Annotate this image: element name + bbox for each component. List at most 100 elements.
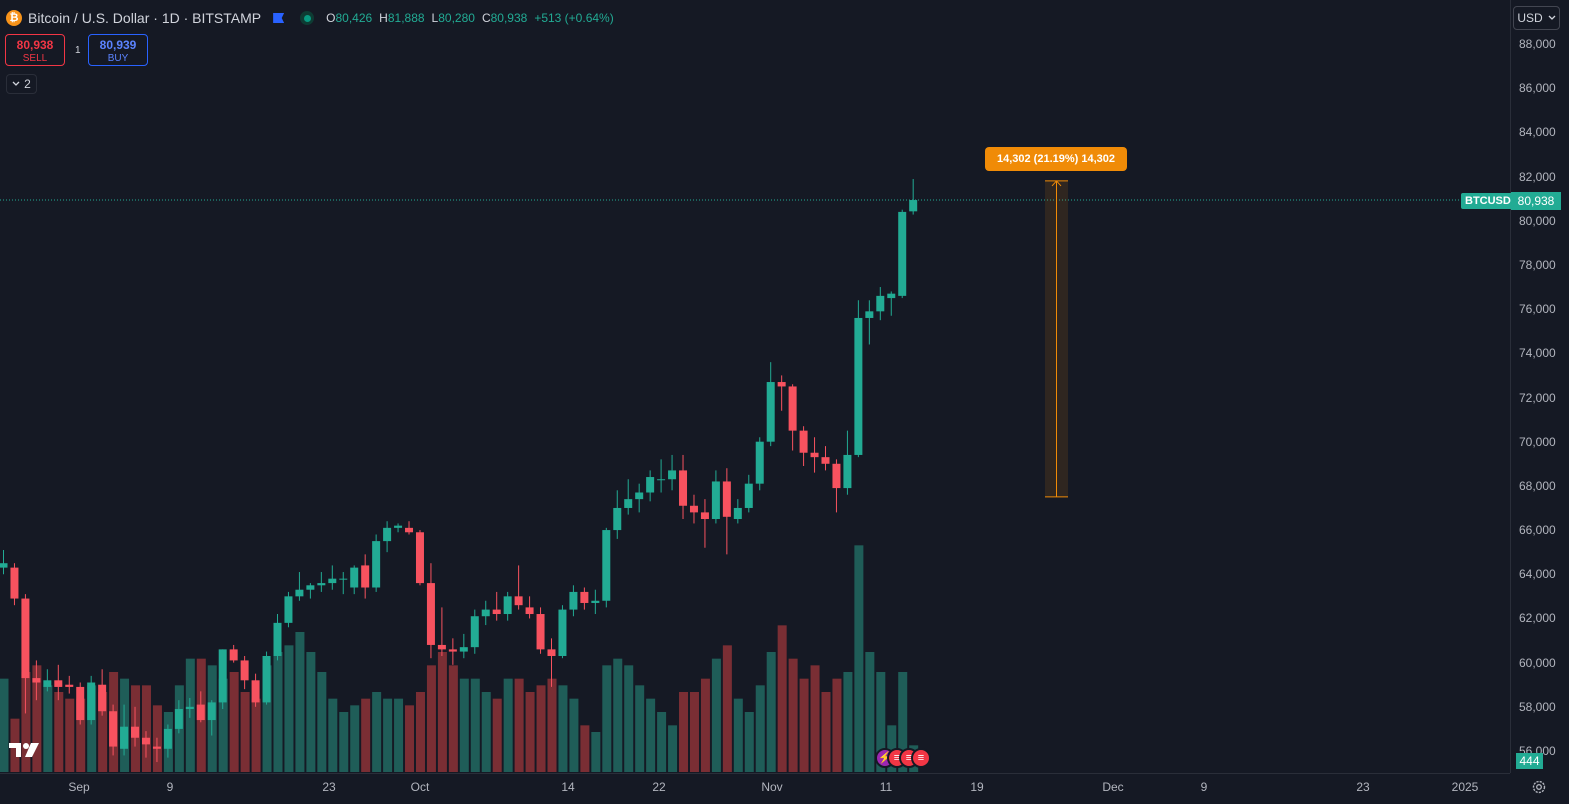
price-tick: 76,000 [1519, 302, 1556, 317]
candle-body [426, 583, 435, 645]
volume-bar [810, 665, 820, 772]
volume-bar [821, 692, 831, 772]
volume-bar [54, 692, 64, 772]
chevron-down-icon [1548, 15, 1556, 20]
economic-events[interactable]: ⚡ ≡ ≡ ≡ [875, 748, 931, 768]
volume-bar [700, 678, 710, 772]
candle-body [755, 441, 764, 484]
ohlc-values: O80,426 H81,888 L80,280 C80,938 +513 (+0… [326, 11, 614, 25]
volume-bar [437, 652, 447, 772]
candlestick-chart[interactable] [0, 0, 1510, 773]
candle-body [865, 311, 874, 318]
time-tick: 9 [166, 780, 174, 794]
candle-body [876, 295, 885, 312]
candle-body [711, 481, 720, 520]
volume-bar [646, 698, 656, 772]
volume-bar [657, 712, 667, 772]
price-tick: 88,000 [1519, 37, 1556, 51]
candle-body [10, 567, 19, 599]
candle-body [361, 565, 370, 588]
volume-bar [744, 712, 754, 772]
volume-bar [525, 692, 535, 772]
price-tick: 82,000 [1519, 169, 1556, 184]
volume-bar [613, 658, 623, 772]
time-tick: Dec [1102, 780, 1124, 794]
price-tick: 78,000 [1519, 257, 1556, 272]
candle-body [602, 530, 611, 601]
candle-body [689, 505, 698, 513]
candle-body [43, 680, 52, 687]
volume-bar [722, 645, 732, 772]
sell-button[interactable]: 80,938 SELL [5, 34, 65, 66]
volume-bar [426, 665, 436, 772]
candle-body [799, 430, 808, 453]
volume-bar [87, 685, 97, 772]
price-tick: 62,000 [1519, 611, 1556, 626]
volume-bar [32, 665, 42, 772]
candle-body [448, 649, 457, 652]
time-axis[interactable]: Sep 9 23 Oct 14 22 Nov 11 19 Dec 9 23 2025 [0, 773, 1510, 804]
volume-bar [635, 685, 645, 772]
time-tick: 23 [322, 780, 336, 794]
candle-body [185, 706, 194, 710]
volume-bar [733, 698, 743, 772]
candle-layer [0, 179, 918, 763]
measure-arrow-head [1051, 180, 1062, 187]
candle-body [207, 702, 216, 721]
time-tick: 19 [970, 780, 984, 794]
tradingview-logo-icon [9, 743, 39, 757]
candle-body [547, 649, 556, 656]
price-tick: 86,000 [1519, 81, 1556, 96]
volume-bar [76, 698, 86, 772]
candle-body [262, 655, 271, 703]
candle-body [503, 596, 512, 615]
candle-body [32, 678, 41, 683]
price-tick: 60,000 [1519, 655, 1556, 670]
volume-bar [98, 692, 108, 772]
ohlc-low-label: L [431, 11, 439, 25]
volume-bar [306, 652, 316, 772]
volume-bar [65, 698, 75, 772]
ohlc-open: 80,426 [335, 11, 373, 25]
time-tick: 22 [652, 780, 666, 794]
market-status-icon[interactable] [300, 11, 315, 25]
volume-bar [854, 545, 864, 772]
volume-bar [328, 698, 338, 772]
candle-body [536, 614, 545, 650]
spread-value: 1 [75, 45, 81, 56]
ohlc-change: +513 (+0.64%) [534, 11, 614, 25]
volume-layer [0, 545, 919, 772]
volume-bar [711, 658, 721, 772]
candle-body [558, 609, 567, 656]
candle-body [76, 686, 85, 721]
candle-body [854, 317, 863, 455]
volume-bar [394, 698, 404, 772]
ohlc-open-label: O [326, 11, 336, 25]
measure-label[interactable]: 14,302 (21.19%) 14,302 [985, 147, 1127, 171]
flag-icon[interactable] [273, 13, 285, 23]
time-tick: 2025 [1451, 780, 1479, 794]
price-tick: 80,000 [1519, 213, 1556, 228]
candle-body [98, 684, 107, 712]
bitcoin-icon: ₿ [6, 10, 22, 26]
candle-body [821, 457, 830, 464]
volume-bar [514, 678, 524, 772]
volume-bar [415, 692, 425, 772]
price-axis[interactable] [1510, 0, 1569, 773]
candle-body [284, 596, 293, 623]
indicators-collapse-button[interactable]: 2 [6, 74, 37, 94]
sell-price: 80,938 [16, 38, 54, 52]
gear-icon[interactable] [1531, 779, 1547, 795]
us-flag-icon[interactable]: ≡ [911, 748, 931, 768]
volume-bar [569, 698, 579, 772]
candle-body [832, 463, 841, 489]
ohlc-low: 80,280 [438, 11, 475, 25]
currency-button[interactable]: USD [1513, 6, 1560, 30]
symbol-title[interactable]: Bitcoin / U.S. Dollar · 1D · BITSTAMP [28, 10, 262, 26]
volume-bar [679, 692, 689, 772]
candle-body [120, 726, 129, 749]
buy-button[interactable]: 80,939 BUY [88, 34, 148, 66]
chart-pane[interactable]: ₿ Bitcoin / U.S. Dollar · 1D · BITSTAMP … [0, 0, 1510, 773]
volume-bar [898, 672, 908, 772]
tradingview-logo[interactable] [8, 740, 40, 760]
